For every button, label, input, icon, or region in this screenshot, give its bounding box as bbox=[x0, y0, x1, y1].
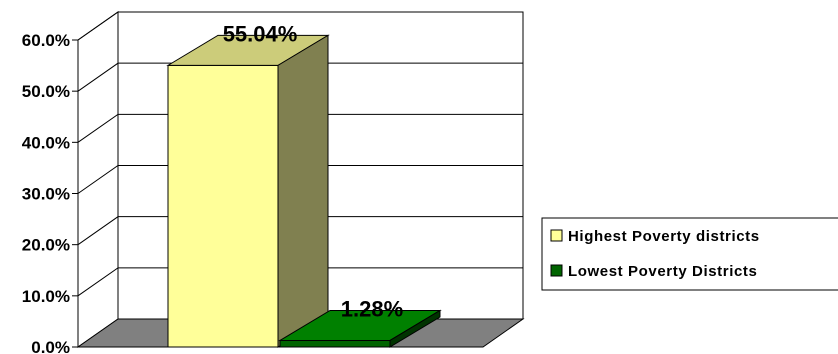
legend-swatch bbox=[550, 229, 563, 242]
legend-label: Highest Poverty districts bbox=[568, 228, 760, 245]
gridline bbox=[77, 216, 523, 246]
y-tick-label: 50.0% bbox=[22, 82, 70, 101]
bar-side bbox=[277, 34, 329, 348]
gridline bbox=[77, 267, 523, 297]
y-tick-label: 40.0% bbox=[22, 133, 70, 152]
bar-side bbox=[389, 309, 441, 348]
gridline bbox=[77, 165, 523, 194]
y-tick-label: 0.0% bbox=[31, 338, 70, 354]
legend: Highest Poverty districts Lowest Poverty … bbox=[541, 217, 838, 291]
data-label: 55.04% bbox=[223, 21, 298, 46]
y-axis: 0.0% 10.0% 20.0% 30.0% 40.0% 50.0% 60.0% bbox=[22, 31, 79, 354]
gridline bbox=[77, 62, 523, 92]
bar bbox=[166, 34, 330, 348]
gridlines bbox=[77, 11, 523, 297]
legend-label: Lowest Poverty Districts bbox=[568, 263, 757, 280]
y-tick-label: 30.0% bbox=[22, 185, 70, 204]
y-tick-label: 20.0% bbox=[22, 236, 70, 255]
legend-swatch bbox=[550, 264, 563, 277]
bar-front bbox=[167, 64, 279, 348]
data-labels: 55.04% 1.28% bbox=[223, 21, 404, 321]
y-tick-label: 60.0% bbox=[22, 31, 70, 50]
bar bbox=[278, 309, 442, 348]
y-tick-label: 10.0% bbox=[22, 287, 70, 306]
gridline bbox=[77, 113, 523, 143]
gridline bbox=[77, 11, 523, 41]
legend-box bbox=[541, 217, 838, 291]
data-label: 1.28% bbox=[341, 296, 403, 321]
bars bbox=[166, 34, 442, 348]
bar-front bbox=[279, 339, 391, 348]
